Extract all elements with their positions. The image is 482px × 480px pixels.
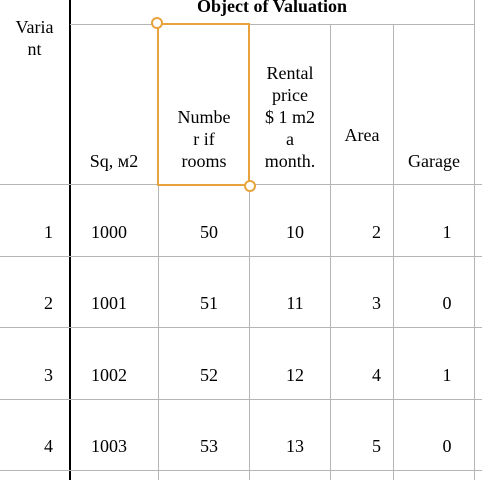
cell-variant[interactable]: 2 <box>44 293 53 313</box>
header-garage[interactable]: Garage <box>408 151 460 171</box>
cell-sq[interactable]: 1002 <box>91 365 127 385</box>
resize-handle-top-left[interactable] <box>151 17 163 29</box>
cell-sq[interactable]: 1001 <box>91 293 127 313</box>
cell-sq[interactable]: 1000 <box>91 222 127 242</box>
cell-garage[interactable]: 1 <box>442 365 452 385</box>
grid-vline <box>249 24 250 480</box>
cell-garage[interactable]: 0 <box>442 436 452 456</box>
cell-garage[interactable]: 0 <box>442 293 452 313</box>
cell-rooms[interactable]: 53 <box>200 436 218 456</box>
cell-area[interactable]: 5 <box>372 436 381 456</box>
cell-area[interactable]: 4 <box>372 365 381 385</box>
cell-variant[interactable]: 3 <box>44 365 53 385</box>
selected-cell-outline <box>157 23 250 186</box>
cell-sq[interactable]: 1003 <box>91 436 127 456</box>
cell-rent[interactable]: 11 <box>286 293 304 313</box>
row-line <box>0 256 482 257</box>
variant-header[interactable]: Varia nt <box>15 17 54 59</box>
header-rent[interactable]: Rental price $ 1 m2 a month. <box>264 63 316 171</box>
cell-rooms[interactable]: 50 <box>200 222 218 242</box>
header-rooms[interactable]: Numbe r if rooms <box>177 107 231 171</box>
cell-rooms[interactable]: 51 <box>200 293 218 313</box>
variant-column-border <box>69 0 71 480</box>
row-line <box>0 470 482 471</box>
cell-variant[interactable]: 4 <box>44 436 53 456</box>
row-line <box>0 399 482 400</box>
header-area[interactable]: Area <box>344 125 380 145</box>
cell-variant[interactable]: 1 <box>44 222 53 242</box>
cell-garage[interactable]: 1 <box>442 222 452 242</box>
header-sq[interactable]: Sq, м2 <box>89 151 139 171</box>
grid-vline <box>393 24 394 480</box>
grid-vline <box>158 24 159 480</box>
cell-area[interactable]: 3 <box>372 293 381 313</box>
resize-handle-bottom-right[interactable] <box>244 180 256 192</box>
grid-vline <box>330 24 331 480</box>
row-line <box>0 327 482 328</box>
cell-rent[interactable]: 13 <box>286 436 304 456</box>
cell-area[interactable]: 2 <box>372 222 381 242</box>
cell-rent[interactable]: 12 <box>286 365 304 385</box>
group-header: Object of Valuation <box>196 0 347 16</box>
grid-vline <box>474 0 475 480</box>
group-header-bottom-line <box>70 24 474 25</box>
cell-rooms[interactable]: 52 <box>200 365 218 385</box>
cell-rent[interactable]: 10 <box>286 222 304 242</box>
